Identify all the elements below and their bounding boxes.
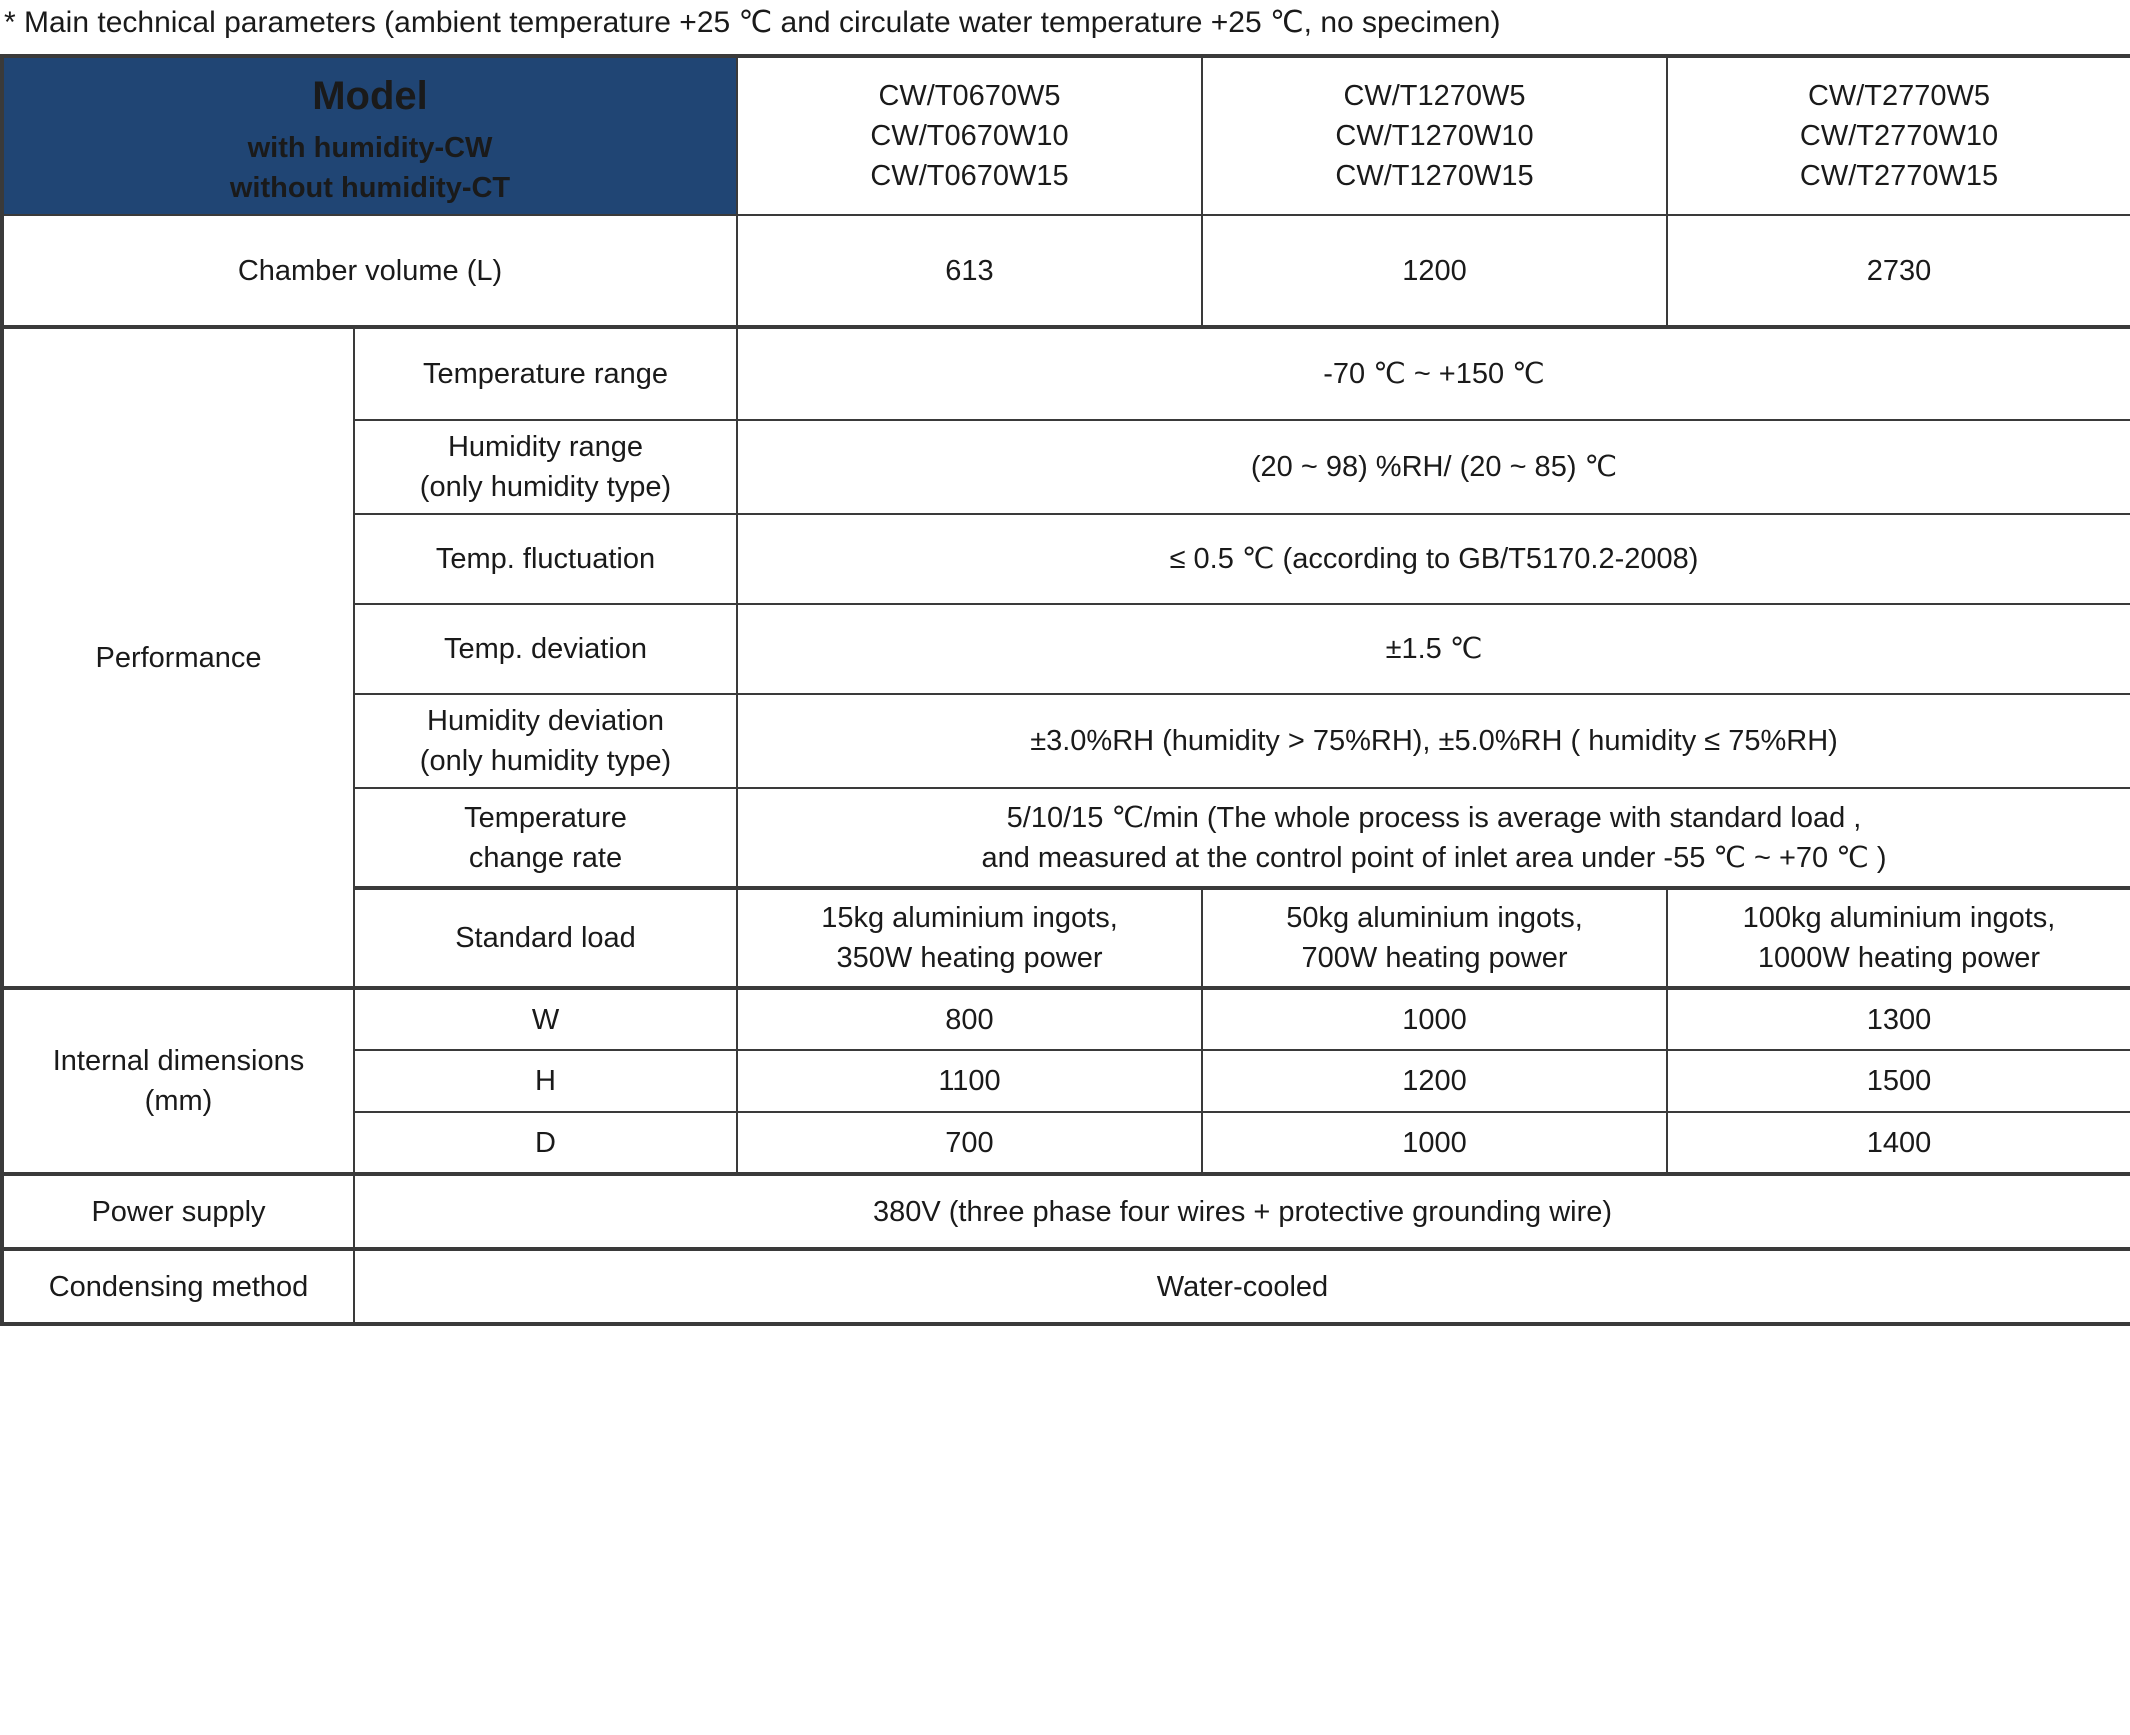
temp-fluctuation-value: ≤ 0.5 ℃ (according to GB/T5170.2-2008) xyxy=(736,513,2130,605)
dimension-d-value-1: 700 xyxy=(736,1111,1203,1175)
model-3-variant-1: CW/T2770W5 xyxy=(1807,80,1991,112)
chamber-volume-value-3: 2730 xyxy=(1666,214,2130,328)
standard-load-value-1-line1: 15kg aluminium ingots, xyxy=(821,902,1118,934)
internal-dimensions-w-row: Internal dimensions (mm) W 800 1000 1300 xyxy=(1,986,2130,1175)
model-1-variant-3: CW/T0670W15 xyxy=(870,160,1069,192)
power-supply-label: Power supply xyxy=(1,1172,355,1250)
standard-load-value-2-line1: 50kg aluminium ingots, xyxy=(1286,902,1583,934)
internal-dimensions-label-line1: Internal dimensions xyxy=(52,1045,305,1077)
dimension-h-value-1: 1100 xyxy=(736,1049,1203,1113)
temperature-change-rate-label: Temperature change rate xyxy=(353,787,738,889)
temp-deviation-value: ±1.5 ℃ xyxy=(736,603,2130,695)
dimension-label-h: H xyxy=(353,1049,738,1113)
model-header-row: Model with humidity-CW without humidity-… xyxy=(1,55,2130,216)
technical-parameters-table: Model with humidity-CW without humidity-… xyxy=(0,54,2130,1326)
standard-load-value-1: 15kg aluminium ingots, 350W heating powe… xyxy=(736,886,1203,989)
performance-temp-deviation-row: Temp. deviation ±1.5 ℃ xyxy=(2,603,2130,695)
temp-fluctuation-label: Temp. fluctuation xyxy=(353,513,738,605)
performance-humidity-deviation-row: Humidity deviation (only humidity type) … xyxy=(2,693,2130,789)
temperature-change-rate-label-line1: Temperature xyxy=(464,801,627,834)
model-subtitle-without-humidity: without humidity-CT xyxy=(229,172,511,204)
dimension-label-w: W xyxy=(353,986,738,1051)
model-column-2: CW/T1270W5 CW/T1270W10 CW/T1270W15 xyxy=(1201,55,1668,216)
temperature-range-label: Temperature range xyxy=(353,325,738,421)
performance-group-label: Performance xyxy=(1,325,355,989)
dimension-h-value-2: 1200 xyxy=(1201,1049,1668,1113)
humidity-deviation-label-line2: (only humidity type) xyxy=(419,745,672,777)
humidity-range-label-line2: (only humidity type) xyxy=(419,471,672,503)
model-3-variant-2: CW/T2770W10 xyxy=(1799,120,1999,152)
condensing-method-row: Condensing method Water-cooled xyxy=(1,1247,2130,1325)
standard-load-value-3-line2: 1000W heating power xyxy=(1757,942,2041,974)
internal-dimensions-h-row: H 1100 1200 1500 xyxy=(2,1049,2130,1113)
dimension-w-value-2: 1000 xyxy=(1201,986,1668,1051)
dimension-d-value-3: 1400 xyxy=(1666,1111,2130,1175)
humidity-range-label: Humidity range (only humidity type) xyxy=(353,419,738,515)
model-2-variant-2: CW/T1270W10 xyxy=(1335,120,1534,152)
dimension-label-d: D xyxy=(353,1111,738,1175)
standard-load-value-3: 100kg aluminium ingots, 1000W heating po… xyxy=(1666,886,2130,989)
performance-temperature-range-row: Performance Temperature range -70 ℃ ~ +1… xyxy=(1,325,2130,989)
temperature-change-rate-label-line2: change rate xyxy=(468,841,623,874)
humidity-range-value: (20 ~ 98) %RH/ (20 ~ 85) ℃ xyxy=(736,419,2130,515)
performance-humidity-range-row: Humidity range (only humidity type) (20 … xyxy=(2,419,2130,515)
condensing-method-value: Water-cooled xyxy=(353,1247,2130,1325)
model-subtitle-with-humidity: with humidity-CW xyxy=(247,132,493,164)
standard-load-value-2-line2: 700W heating power xyxy=(1301,942,1568,974)
temperature-change-rate-value: 5/10/15 ℃/min (The whole process is aver… xyxy=(736,787,2130,889)
temperature-range-value: -70 ℃ ~ +150 ℃ xyxy=(736,325,2130,421)
page-caption: * Main technical parameters (ambient tem… xyxy=(4,6,1501,39)
performance-standard-load-row: Standard load 15kg aluminium ingots, 350… xyxy=(2,886,2130,989)
temp-deviation-label: Temp. deviation xyxy=(353,603,738,695)
humidity-deviation-label-line1: Humidity deviation xyxy=(427,705,664,737)
condensing-method-label: Condensing method xyxy=(1,1247,355,1325)
standard-load-value-3-line1: 100kg aluminium ingots, xyxy=(1742,902,2056,934)
power-supply-value: 380V (three phase four wires + protectiv… xyxy=(353,1172,2130,1250)
dimension-w-value-3: 1300 xyxy=(1666,986,2130,1051)
internal-dimensions-d-row: D 700 1000 1400 xyxy=(2,1111,2130,1175)
model-column-3: CW/T2770W5 CW/T2770W10 CW/T2770W15 xyxy=(1666,55,2130,216)
temperature-change-rate-value-line2: and measured at the control point of inl… xyxy=(981,841,1887,874)
power-supply-row: Power supply 380V (three phase four wire… xyxy=(1,1172,2130,1250)
chamber-volume-row: Chamber volume (L) 613 1200 2730 xyxy=(1,214,2130,328)
model-3-variant-3: CW/T2770W15 xyxy=(1799,160,1999,192)
chamber-volume-value-1: 613 xyxy=(736,214,1203,328)
model-2-variant-1: CW/T1270W5 xyxy=(1343,80,1526,112)
chamber-volume-label: Chamber volume (L) xyxy=(1,214,738,328)
chamber-volume-value-2: 1200 xyxy=(1201,214,1668,328)
dimension-w-value-1: 800 xyxy=(736,986,1203,1051)
standard-load-value-2: 50kg aluminium ingots, 700W heating powe… xyxy=(1201,886,1668,989)
standard-load-label: Standard load xyxy=(353,886,738,989)
model-1-variant-1: CW/T0670W5 xyxy=(878,80,1061,112)
model-title: Model xyxy=(312,74,428,118)
dimension-h-value-3: 1500 xyxy=(1666,1049,2130,1113)
model-1-variant-2: CW/T0670W10 xyxy=(870,120,1069,152)
humidity-range-label-line1: Humidity range xyxy=(447,431,644,463)
performance-temp-fluctuation-row: Temp. fluctuation ≤ 0.5 ℃ (according to … xyxy=(2,513,2130,605)
temperature-change-rate-value-line1: 5/10/15 ℃/min (The whole process is aver… xyxy=(1006,801,1862,834)
humidity-deviation-value: ±3.0%RH (humidity > 75%RH), ±5.0%RH ( hu… xyxy=(736,693,2130,789)
dimension-d-value-2: 1000 xyxy=(1201,1111,1668,1175)
humidity-deviation-label: Humidity deviation (only humidity type) xyxy=(353,693,738,789)
model-2-variant-3: CW/T1270W15 xyxy=(1335,160,1534,192)
internal-dimensions-label-line2: (mm) xyxy=(144,1085,213,1117)
performance-temperature-change-rate-row: Temperature change rate 5/10/15 ℃/min (T… xyxy=(2,787,2130,889)
internal-dimensions-group-label: Internal dimensions (mm) xyxy=(1,986,355,1175)
standard-load-value-1-line2: 350W heating power xyxy=(836,942,1103,974)
model-column-1: CW/T0670W5 CW/T0670W10 CW/T0670W15 xyxy=(736,55,1203,216)
model-header-cell: Model with humidity-CW without humidity-… xyxy=(1,55,738,216)
